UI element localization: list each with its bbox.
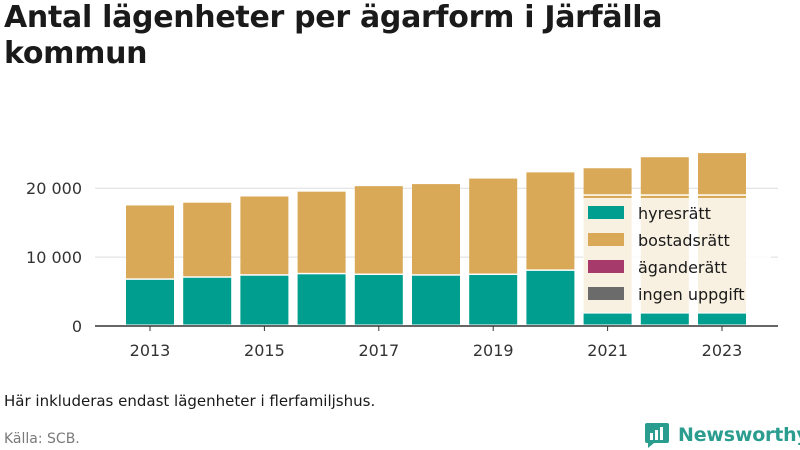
bar-segment <box>240 196 289 275</box>
legend-swatch <box>588 287 624 300</box>
bar-segment <box>640 157 689 195</box>
newsworthy-logo: Newsworthy <box>644 421 800 449</box>
bar-segment <box>354 275 403 325</box>
bar-segment <box>126 279 174 325</box>
bar-segment <box>126 205 174 279</box>
bar-segment <box>698 153 746 195</box>
legend-label: bostadsrätt <box>638 231 730 250</box>
bar-segment <box>354 186 403 274</box>
bar-segment <box>183 277 232 325</box>
bar-segment <box>526 270 575 325</box>
legend-swatch <box>588 260 624 273</box>
legend-label: äganderätt <box>638 258 727 277</box>
bar-segment <box>526 172 575 270</box>
x-tick-label: 2017 <box>358 341 399 360</box>
legend-label: hyresrätt <box>638 204 711 223</box>
newsworthy-logo-text: Newsworthy <box>678 424 800 446</box>
legend-swatch <box>588 206 624 219</box>
y-tick-label: 20 000 <box>26 179 82 198</box>
x-tick-label: 2021 <box>587 341 628 360</box>
bar-segment <box>469 275 518 325</box>
legend-swatch <box>588 233 624 246</box>
x-tick-label: 2019 <box>473 341 514 360</box>
x-tick-label: 2013 <box>130 341 171 360</box>
bar-segment <box>698 313 746 325</box>
bar-segment <box>240 275 289 325</box>
bar-segment <box>469 178 518 274</box>
x-tick-label: 2015 <box>244 341 285 360</box>
axes: 0 10 000 20 000 2013 2015 2017 2019 2021 2023 <box>26 179 778 360</box>
y-tick-label: 10 000 <box>26 248 82 267</box>
x-tick-label: 2023 <box>702 341 743 360</box>
bar-segment <box>583 313 632 325</box>
legend-label: ingen uppgift <box>638 285 745 304</box>
newsworthy-logo-icon <box>645 423 669 448</box>
bar-segment <box>412 184 460 275</box>
bar-segment <box>183 202 232 277</box>
chart-note: Här inkluderas endast lägenheter i flerf… <box>4 392 376 410</box>
bar-segment <box>297 191 346 273</box>
bar-segment <box>640 313 689 325</box>
source-text: Källa: SCB. <box>4 431 80 447</box>
bar-segment <box>297 274 346 325</box>
legend: hyresrätt bostadsrätt äganderätt ingen uppg… <box>583 198 771 312</box>
y-tick-label: 0 <box>72 317 82 336</box>
bar-segment <box>583 168 632 195</box>
bar-segment <box>412 275 460 325</box>
chart-title: Antal lägenheter per ägarform i Järfälla… <box>4 0 663 71</box>
